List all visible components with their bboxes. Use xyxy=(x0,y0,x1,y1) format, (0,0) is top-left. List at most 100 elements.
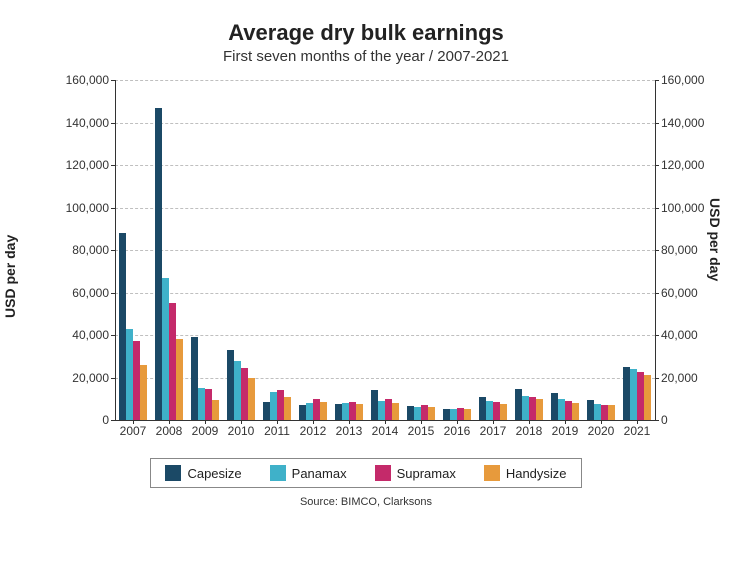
legend-item: Supramax xyxy=(375,465,456,481)
bar-group xyxy=(515,80,543,420)
bar xyxy=(227,350,234,420)
bar xyxy=(119,233,126,420)
bar xyxy=(234,361,241,421)
legend-wrap: Capesize Panamax Supramax Handysize xyxy=(30,458,702,488)
tick-mark xyxy=(565,420,566,424)
chart-title: Average dry bulk earnings xyxy=(30,20,702,46)
bar xyxy=(371,390,378,420)
legend-label: Supramax xyxy=(397,466,456,481)
y-tick-left: 60,000 xyxy=(49,286,109,300)
bar xyxy=(479,397,486,420)
legend-swatch xyxy=(270,465,286,481)
x-tick: 2008 xyxy=(151,424,187,438)
bar xyxy=(277,390,284,420)
y-axis-label-left: USD per day xyxy=(2,198,18,318)
bar xyxy=(342,403,349,420)
bar xyxy=(608,405,615,420)
bar xyxy=(443,409,450,420)
bar-group xyxy=(299,80,327,420)
legend-swatch xyxy=(165,465,181,481)
chart-container: Average dry bulk earnings First seven mo… xyxy=(0,0,732,564)
bar xyxy=(385,399,392,420)
y-tick-right: 80,000 xyxy=(661,243,721,257)
tick-mark xyxy=(655,420,659,421)
plot-area: USD per dayUSD per day0020,00020,00040,0… xyxy=(30,80,702,450)
bar xyxy=(241,368,248,420)
bar xyxy=(407,406,414,420)
bar xyxy=(486,401,493,420)
bar xyxy=(630,369,637,420)
bar-group xyxy=(155,80,183,420)
x-tick: 2016 xyxy=(439,424,475,438)
legend-label: Capesize xyxy=(187,466,241,481)
bar xyxy=(320,402,327,420)
y-tick-left: 140,000 xyxy=(49,116,109,130)
bar xyxy=(299,405,306,420)
bar-group xyxy=(479,80,507,420)
bar xyxy=(500,404,507,420)
bar-group xyxy=(623,80,651,420)
bar xyxy=(162,278,169,420)
bar xyxy=(335,404,342,420)
bar-group xyxy=(335,80,363,420)
y-tick-right: 0 xyxy=(661,413,721,427)
bar xyxy=(565,401,572,420)
axis-right xyxy=(655,80,656,420)
bar-group xyxy=(227,80,255,420)
bar xyxy=(414,407,421,420)
y-tick-right: 160,000 xyxy=(661,73,721,87)
bar-group xyxy=(371,80,399,420)
legend: Capesize Panamax Supramax Handysize xyxy=(150,458,581,488)
source-text: Source: BIMCO, Clarksons xyxy=(30,496,702,508)
chart-subtitle: First seven months of the year / 2007-20… xyxy=(30,48,702,65)
legend-label: Panamax xyxy=(292,466,347,481)
bar-group xyxy=(443,80,471,420)
bar xyxy=(248,378,255,421)
y-tick-left: 40,000 xyxy=(49,328,109,342)
y-tick-left: 160,000 xyxy=(49,73,109,87)
y-tick-right: 120,000 xyxy=(661,158,721,172)
bar xyxy=(140,365,147,420)
y-axis-label-right: USD per day xyxy=(707,198,723,318)
bar xyxy=(176,339,183,420)
tick-mark xyxy=(133,420,134,424)
x-tick: 2019 xyxy=(547,424,583,438)
tick-mark xyxy=(313,420,314,424)
x-tick: 2018 xyxy=(511,424,547,438)
tick-mark xyxy=(493,420,494,424)
x-tick: 2020 xyxy=(583,424,619,438)
bar xyxy=(551,393,558,420)
x-tick: 2013 xyxy=(331,424,367,438)
bar xyxy=(133,341,140,420)
bar xyxy=(464,409,471,420)
bar xyxy=(169,303,176,420)
bar xyxy=(349,402,356,420)
tick-mark xyxy=(241,420,242,424)
legend-swatch xyxy=(375,465,391,481)
tick-mark xyxy=(601,420,602,424)
y-tick-left: 80,000 xyxy=(49,243,109,257)
bar xyxy=(284,397,291,420)
bar xyxy=(587,400,594,420)
bar xyxy=(601,405,608,420)
y-tick-right: 140,000 xyxy=(661,116,721,130)
y-tick-left: 0 xyxy=(49,413,109,427)
x-tick: 2014 xyxy=(367,424,403,438)
legend-item: Handysize xyxy=(484,465,567,481)
bar xyxy=(450,409,457,420)
y-tick-right: 40,000 xyxy=(661,328,721,342)
bar xyxy=(572,403,579,420)
bar-group xyxy=(263,80,291,420)
bar-group xyxy=(587,80,615,420)
x-tick: 2010 xyxy=(223,424,259,438)
bar xyxy=(457,408,464,420)
bar xyxy=(356,404,363,420)
axis-left xyxy=(115,80,116,420)
bar xyxy=(212,400,219,420)
bar xyxy=(126,329,133,420)
bar xyxy=(529,397,536,420)
x-tick: 2017 xyxy=(475,424,511,438)
x-tick: 2011 xyxy=(259,424,295,438)
bar xyxy=(558,399,565,420)
y-tick-right: 100,000 xyxy=(661,201,721,215)
